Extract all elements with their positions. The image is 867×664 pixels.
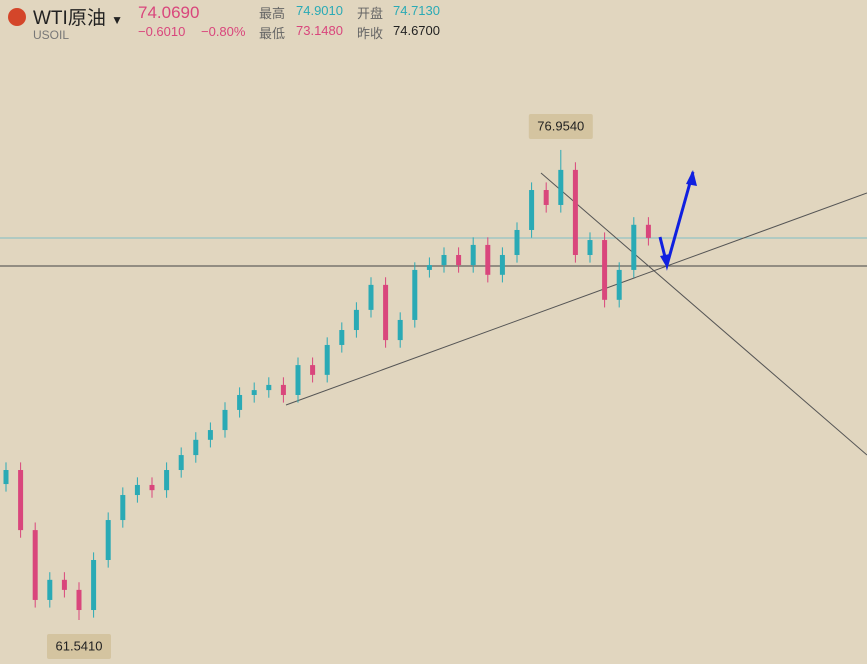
candle-body	[310, 365, 316, 375]
candle-body	[631, 224, 637, 270]
candle-body	[295, 365, 301, 395]
candle-body	[32, 530, 38, 600]
stat-label: 最高	[259, 6, 286, 21]
candle-body	[412, 269, 418, 320]
candle-body	[178, 455, 184, 471]
price-marker-box	[47, 634, 111, 660]
candle-body	[572, 169, 578, 255]
candle-body	[485, 244, 491, 275]
candle-body	[368, 284, 374, 310]
stat-label: 开盘	[357, 6, 384, 21]
candle-body	[193, 439, 199, 456]
candle-body	[237, 394, 243, 410]
change-pct: −0.80%	[201, 24, 246, 39]
candle-body	[383, 284, 389, 341]
candle-body	[543, 190, 549, 205]
trend-line	[540, 172, 867, 456]
candle-body	[514, 229, 520, 255]
candle-body	[426, 265, 432, 270]
change: −0.6010	[138, 24, 186, 39]
candle-body	[645, 224, 651, 238]
stat-label: 最低	[259, 26, 286, 41]
candle-body	[529, 190, 535, 230]
symbol[interactable]: WTI原油 ▼	[33, 8, 123, 29]
candle-body	[324, 344, 330, 375]
symbol-icon	[8, 8, 26, 26]
candle-body	[558, 169, 564, 205]
candle-body	[456, 254, 462, 266]
candle-body	[441, 254, 447, 266]
price: 74.0690	[138, 3, 200, 22]
candle-body	[134, 484, 140, 496]
candle-body	[251, 390, 257, 395]
candle-body	[616, 269, 622, 300]
arrow	[658, 171, 695, 271]
candle-body	[76, 589, 82, 611]
candle-body	[339, 330, 345, 345]
arrow-head	[660, 254, 670, 268]
stat-value: 73.1480	[296, 23, 343, 38]
price-marker-label: 76.9540	[537, 118, 584, 133]
arrow-head	[686, 170, 697, 186]
price-marker-box	[528, 113, 593, 139]
candle-body	[91, 559, 97, 611]
candle-body	[222, 409, 228, 431]
candle-body	[18, 470, 24, 531]
candle-body	[353, 309, 359, 331]
trend-line	[285, 192, 867, 406]
candle-body	[149, 484, 155, 491]
candle-body	[397, 319, 403, 341]
candle-body	[120, 495, 126, 521]
candle-body	[280, 384, 286, 395]
symbol-name: WTI原油	[33, 8, 106, 29]
candle-body	[499, 254, 505, 275]
candle-body	[266, 384, 272, 391]
candle-body	[164, 470, 170, 491]
candle-body	[105, 520, 111, 560]
candle-body	[207, 430, 213, 440]
candle-body	[470, 244, 476, 266]
stat-value: 74.9010	[296, 3, 343, 18]
candle-body	[3, 470, 9, 485]
stat-value: 74.7130	[393, 3, 440, 18]
symbol-code: USOIL	[33, 28, 70, 42]
candle-body	[587, 240, 593, 255]
stat-label: 昨收	[357, 26, 384, 41]
stat-value: 74.6700	[393, 23, 440, 38]
candle-body	[61, 579, 67, 590]
price-marker-label: 61.5410	[56, 638, 103, 653]
candle-body	[47, 579, 53, 600]
candle-body	[602, 240, 608, 300]
